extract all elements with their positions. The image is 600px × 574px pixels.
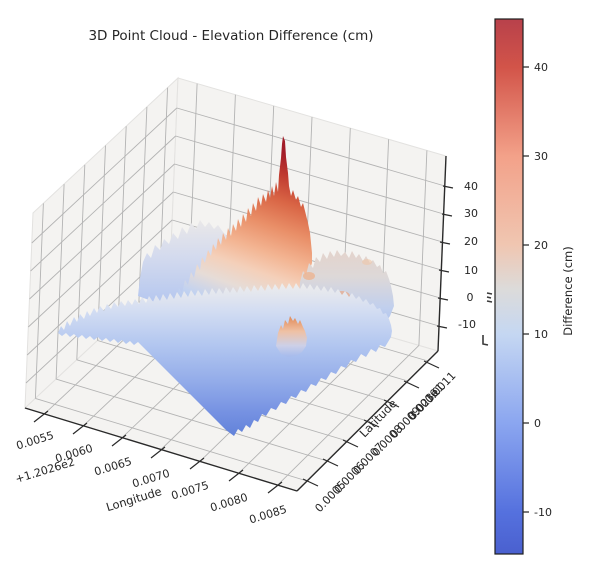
z-tick-label: 30 [464,207,478,220]
front-blue-terrain [58,283,392,436]
colorbar-tick-label: -10 [534,506,552,519]
colorbar-tick-label: 0 [534,417,541,430]
z-tick-label: 40 [464,180,478,193]
x-tick-label: 0.0075 [170,479,211,503]
colorbar-label: Difference (cm) [561,246,575,335]
front-orange-bump [276,316,307,357]
z-tick-marks [436,185,454,329]
colorbar-gradient [495,19,523,554]
right-hills-pink-patch-3 [362,259,372,265]
z-tick-label: 0 [467,291,474,304]
x-tick-label: 0.0065 [93,455,134,479]
z-label-fragment-icon [486,292,493,303]
z-tick-labels: 40 30 20 10 0 -10 [458,180,478,331]
axis-spines [24,155,454,494]
x-tick-label: 0.0055 [15,429,56,453]
x-axis-offset-text: +1.2026e2 [14,455,77,485]
colorbar-tick-label: 30 [534,150,548,163]
left-wall-y-gridlines [34,87,169,399]
x-tick-label: 0.0080 [209,491,250,515]
z-label-fragment-icon [482,335,489,346]
z-tick-label: 20 [464,235,478,248]
colorbar-tick-label: 10 [534,328,548,341]
colorbar: 40 30 20 10 0 -10 Difference (cm) [494,18,575,555]
right-hills-pink-patch-1 [303,272,315,280]
x-tick-label: 0.0085 [248,503,289,527]
occluded-z-label-fragments [482,292,493,346]
colorbar-tick-label: 20 [534,239,548,252]
z-tick-label: -10 [458,318,476,331]
surface-terrain [58,136,394,436]
z-tick-label: 10 [464,264,478,277]
z-axis-spine [437,155,447,352]
colorbar-tick-label: 40 [534,61,548,74]
y-axis-offset-text: 3.023e1 [406,381,447,423]
colorbar-tick-marks [523,66,529,513]
chart-title: 3D Point Cloud - Elevation Difference (c… [88,28,373,44]
x-tick-marks [33,410,283,494]
y-tick-marks [302,360,440,487]
colorbar-frame [494,18,524,555]
